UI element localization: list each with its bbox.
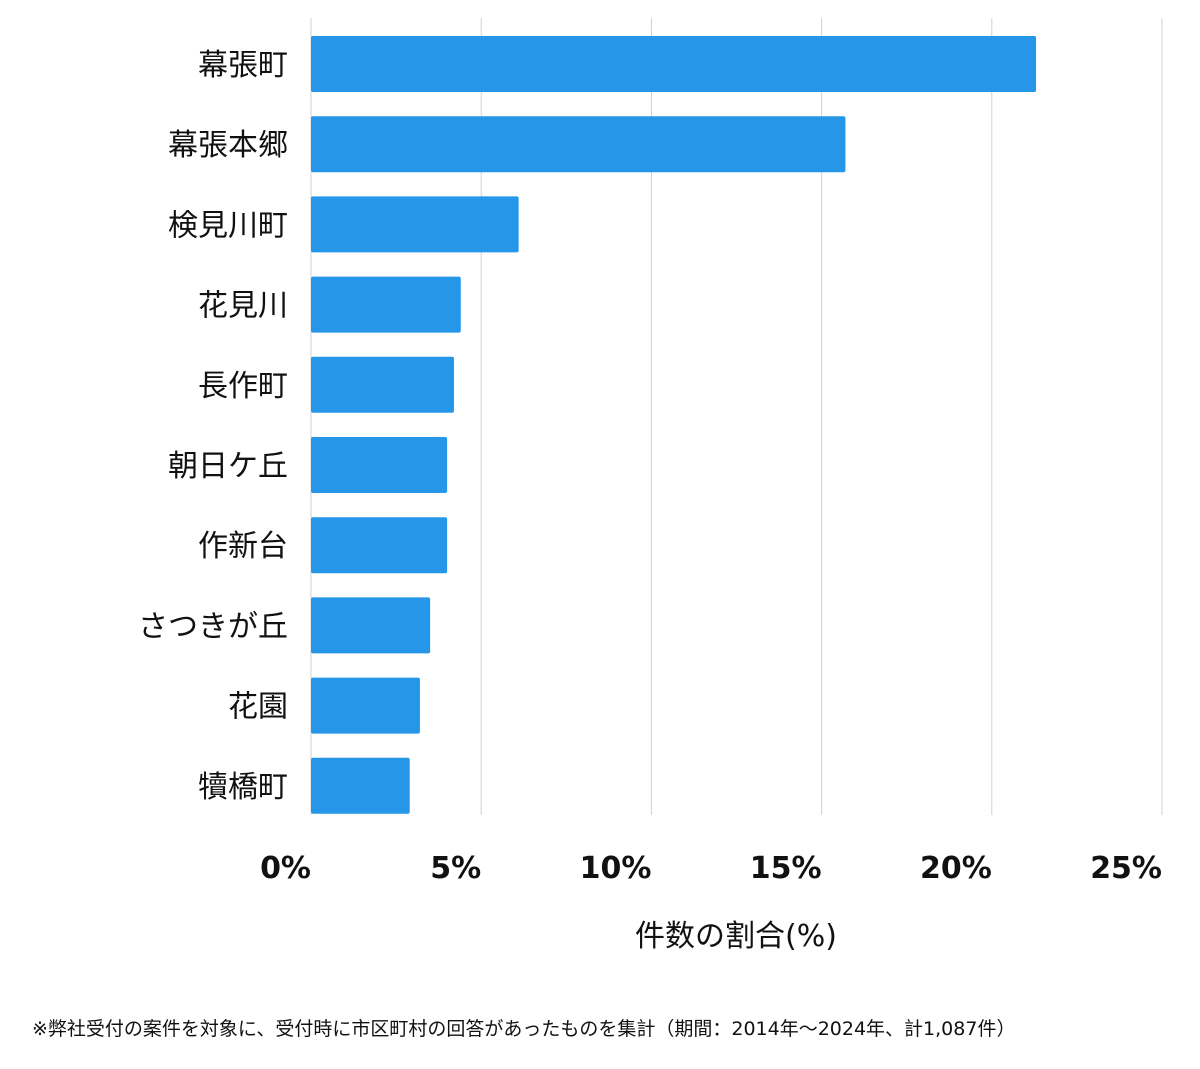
- bar: [311, 196, 519, 253]
- category-label: さつきが丘: [138, 609, 288, 644]
- x-tick-label: 15%: [750, 851, 822, 886]
- category-label: 花見川: [198, 289, 288, 324]
- category-label: 検見川町: [168, 208, 288, 243]
- category-label: 花園: [228, 690, 288, 725]
- bar: [311, 36, 1037, 92]
- bar: [311, 356, 454, 413]
- category-label: 長作町: [198, 369, 288, 404]
- x-tick-label: 10%: [580, 851, 652, 886]
- category-label: 幕張町: [198, 48, 288, 83]
- bar: [311, 437, 448, 493]
- bar: [311, 116, 846, 173]
- category-label: 朝日ケ丘: [168, 449, 288, 484]
- category-label: 幕張本郷: [168, 128, 288, 163]
- bar: [311, 597, 431, 654]
- x-tick-label: 20%: [920, 851, 992, 886]
- x-axis-title: 件数の割合(%): [635, 919, 837, 954]
- bar: [311, 276, 461, 333]
- x-tick-label: 5%: [430, 851, 481, 886]
- bar: [311, 677, 420, 734]
- category-label: 犢橋町: [198, 770, 288, 805]
- bars: [311, 36, 1037, 814]
- category-label: 作新台: [198, 529, 288, 564]
- x-tick-labels: 0% 5% 10% 15% 20% 25%: [260, 851, 1162, 886]
- footnote: ※弊社受付の案件を対象に、受付時に市区町村の回答があったものを集計（期間：201…: [32, 1018, 1016, 1040]
- bar: [311, 517, 448, 574]
- x-tick-label: 25%: [1090, 851, 1162, 886]
- bar: [311, 757, 410, 814]
- x-tick-label: 0%: [260, 851, 311, 886]
